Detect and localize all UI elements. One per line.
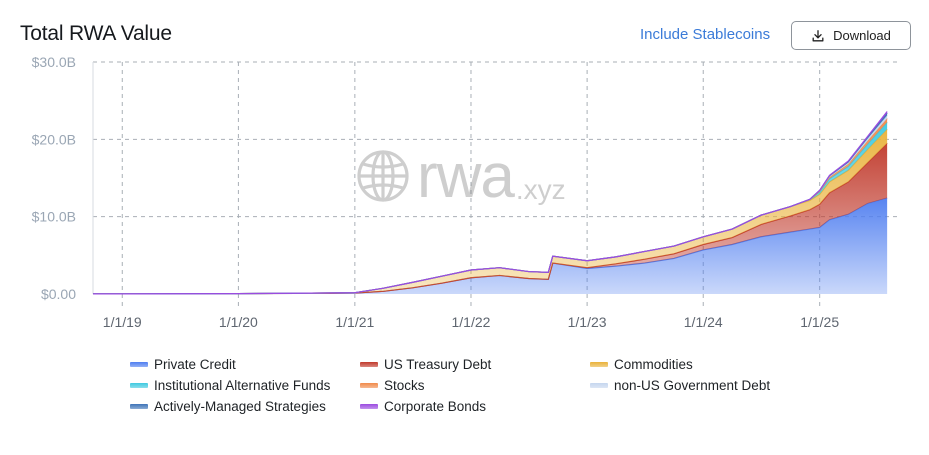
legend-swatch [360, 404, 378, 409]
legend-label: Corporate Bonds [384, 399, 487, 414]
x-tick-label: 1/1/24 [684, 314, 723, 330]
legend-swatch [360, 362, 378, 367]
legend-swatch [130, 362, 148, 367]
legend-label: Commodities [614, 357, 693, 372]
legend-swatch [590, 383, 608, 388]
y-tick-label: $10.0B [32, 209, 76, 225]
legend-label: non-US Government Debt [614, 378, 771, 393]
legend-item-commodities[interactable]: Commodities [590, 355, 830, 374]
legend-label: Institutional Alternative Funds [154, 378, 331, 393]
chart-legend: Private Credit US Treasury Debt Commoditie… [130, 355, 830, 416]
include-stablecoins-toggle[interactable]: Include Stablecoins [640, 26, 771, 43]
legend-item-institutional-alternative-funds[interactable]: Institutional Alternative Funds [130, 376, 360, 395]
x-tick-label: 1/1/22 [452, 314, 491, 330]
x-tick-label: 1/1/23 [568, 314, 607, 330]
x-tick-label: 1/1/25 [800, 314, 839, 330]
download-icon [812, 29, 824, 41]
legend-item-non-us-government-debt[interactable]: non-US Government Debt [590, 376, 830, 395]
legend-item-actively-managed-strategies[interactable]: Actively-Managed Strategies [130, 397, 360, 416]
legend-swatch [590, 362, 608, 367]
legend-label: Actively-Managed Strategies [154, 399, 326, 414]
y-tick-label: $20.0B [32, 131, 76, 147]
legend-label: US Treasury Debt [384, 357, 492, 372]
line-corporate-bonds [93, 111, 888, 295]
legend-swatch [130, 383, 148, 388]
legend-label: Stocks [384, 378, 425, 393]
rwa-area-chart: $0.00 $10.0B $20.0B $30.0B 1/1/19 1/1/20 1/1/2… [32, 54, 897, 330]
legend-label: Private Credit [154, 357, 236, 372]
page-title: Total RWA Value [20, 22, 172, 45]
download-label: Download [833, 28, 891, 43]
legend-swatch [360, 383, 378, 388]
x-tick-label: 1/1/20 [219, 314, 258, 330]
x-tick-label: 1/1/21 [335, 314, 374, 330]
legend-item-stocks[interactable]: Stocks [360, 376, 590, 395]
legend-item-us-treasury-debt[interactable]: US Treasury Debt [360, 355, 590, 374]
y-tick-label: $30.0B [32, 54, 76, 70]
y-tick-label: $0.00 [41, 286, 76, 302]
x-tick-label: 1/1/19 [103, 314, 142, 330]
area-private-credit[interactable] [93, 198, 888, 294]
legend-item-private-credit[interactable]: Private Credit [130, 355, 360, 374]
legend-item-corporate-bonds[interactable]: Corporate Bonds [360, 397, 590, 416]
download-button[interactable]: Download [791, 21, 911, 50]
legend-swatch [130, 404, 148, 409]
